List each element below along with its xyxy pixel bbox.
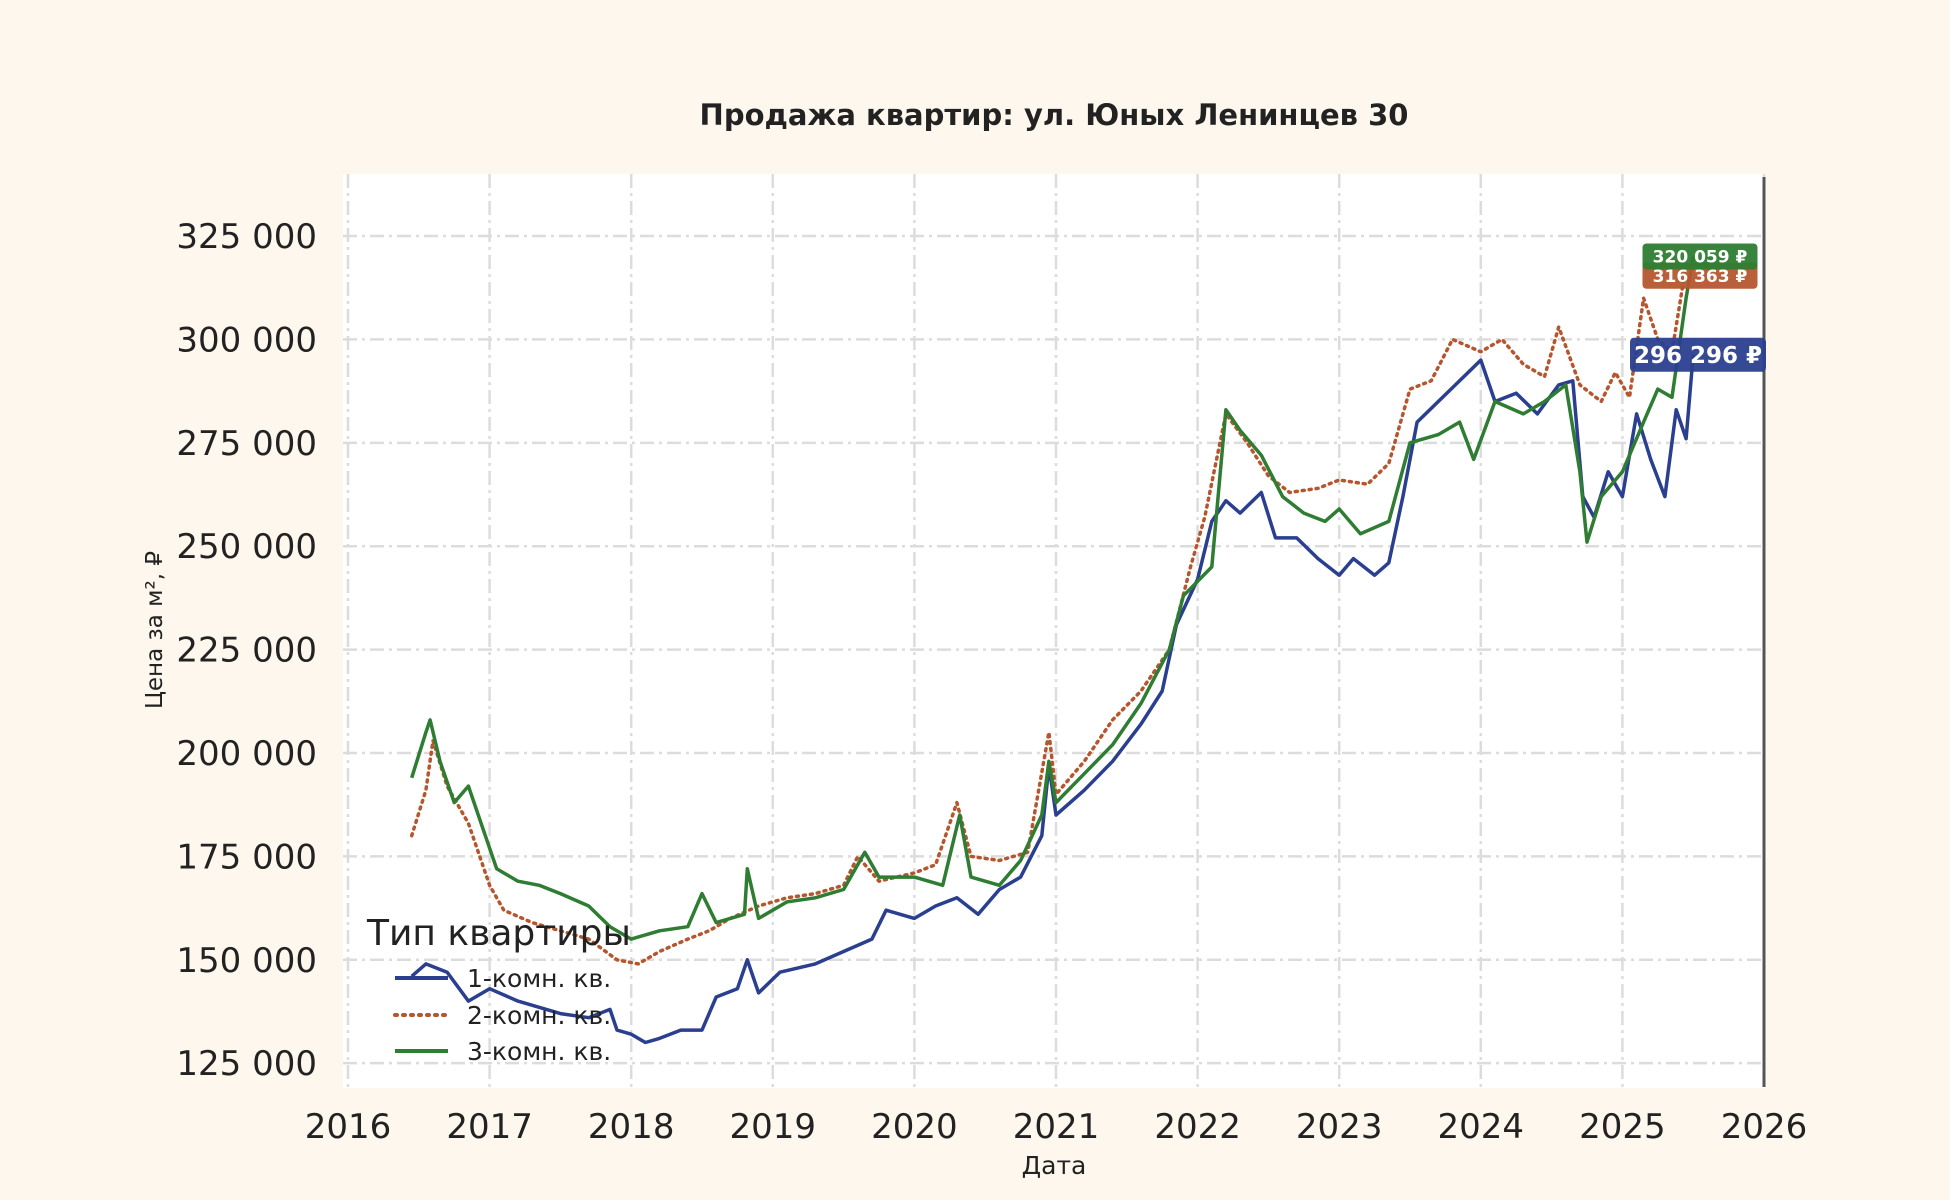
x-tick-label: 2016 [305, 1107, 392, 1147]
legend-label-3: 3-комн. кв. [467, 1037, 611, 1066]
end-label-3: 320 059 ₽ [1653, 248, 1748, 268]
y-tick-label: 275 000 [176, 424, 317, 464]
x-tick-label: 2022 [1154, 1107, 1241, 1147]
x-tick-labels: 2016 2017 2018 2019 2020 2021 2022 2023 2024 2025… [305, 1107, 1808, 1147]
end-label-2: 316 363 ₽ [1653, 267, 1748, 287]
x-tick-label: 2018 [588, 1107, 675, 1147]
y-tick-label: 125 000 [176, 1044, 317, 1084]
legend-label-1: 1-комн. кв. [467, 964, 611, 993]
end-labels: 316 363 ₽320 059 ₽ 296 296 ₽ [1630, 243, 1766, 372]
y-tick-label: 300 000 [176, 320, 317, 360]
series-line-2 [409, 263, 1695, 966]
x-tick-label: 2023 [1296, 1107, 1383, 1147]
y-tick-label: 175 000 [176, 837, 317, 877]
series-layer [409, 256, 1695, 1045]
legend-title: Тип квартиры [366, 913, 631, 954]
end-label-badge-1 [1630, 337, 1766, 372]
y-axis-label: Цена за м², ₽ [142, 551, 168, 709]
x-tick-label: 2025 [1579, 1107, 1666, 1147]
y-tick-label: 225 000 [176, 631, 317, 671]
chart-title: Продажа квартир: ул. Юных Ленинцев 30 [700, 98, 1409, 132]
y-tick-label: 325 000 [176, 217, 317, 257]
x-tick-label: 2020 [871, 1107, 958, 1147]
x-axis-label: Дата [1022, 1151, 1087, 1180]
end-label-1: 296 296 ₽ [1634, 343, 1762, 369]
grid [343, 174, 1766, 1088]
legend: Тип квартиры 1-комн. кв. 2-комн. кв. 3-к… [366, 913, 631, 1066]
end-label-badge-3 [1642, 243, 1758, 270]
legend-label-2: 2-комн. кв. [467, 1001, 611, 1030]
x-tick-label: 2026 [1721, 1107, 1808, 1147]
y-tick-label: 250 000 [176, 527, 317, 567]
series-line-3 [410, 256, 1695, 941]
x-tick-label: 2024 [1438, 1107, 1525, 1147]
y-tick-labels: 125 000 150 000 175 000 200 000 225 000 250 0… [176, 217, 317, 1084]
y-tick-label: 200 000 [176, 734, 317, 774]
x-tick-label: 2017 [446, 1107, 533, 1147]
y-tick-label: 150 000 [176, 941, 317, 981]
x-tick-label: 2021 [1013, 1107, 1100, 1147]
x-tick-label: 2019 [730, 1107, 817, 1147]
